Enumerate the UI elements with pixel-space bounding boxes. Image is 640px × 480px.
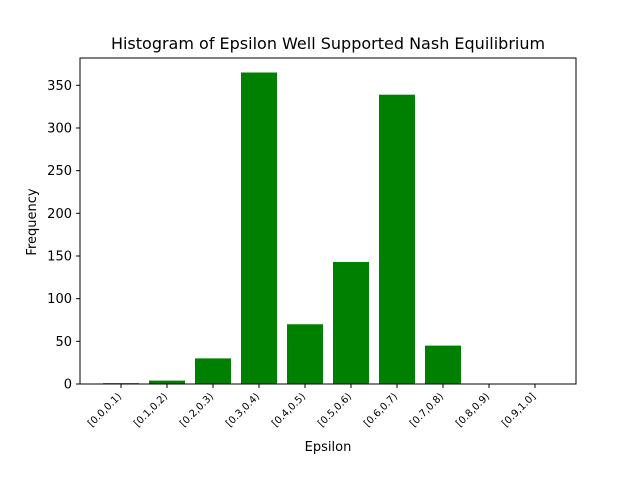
chart-title: Histogram of Epsilon Well Supported Nash… (111, 34, 545, 53)
x-tick-label-5: [0.5,0.6) (316, 391, 354, 429)
bar-1 (149, 380, 185, 384)
bar-7 (425, 345, 461, 384)
x-tick-label-3: [0.3,0.4) (224, 391, 262, 429)
bars-group (103, 72, 461, 385)
y-tick-label-2: 100 (47, 292, 72, 307)
x-tick-label-7: [0.7,0.8) (408, 391, 446, 429)
y-tick-label-6: 300 (47, 121, 72, 136)
y-tick-label-1: 50 (55, 335, 72, 350)
x-axis-label: Epsilon (305, 440, 352, 455)
x-tick-label-8: [0.8,0.9) (454, 391, 492, 429)
plot-frame (79, 57, 577, 385)
x-tick-label-9: [0.9,1.0] (500, 391, 538, 429)
y-tick-label-3: 150 (47, 249, 72, 264)
bar-2 (195, 358, 231, 384)
bar-3 (241, 72, 277, 385)
y-tick-label-7: 350 (47, 79, 72, 94)
y-axis-label: Frequency (25, 188, 40, 255)
x-tick-label-0: [0.0,0.1) (86, 391, 124, 429)
y-tick-label-4: 200 (47, 207, 72, 222)
bar-6 (379, 94, 415, 384)
bar-5 (333, 261, 369, 384)
x-tick-label-4: [0.4,0.5) (270, 391, 308, 429)
y-tick-label-0: 0 (64, 378, 72, 393)
y-tick-label-5: 250 (47, 164, 72, 179)
x-tick-label-6: [0.6,0.7) (362, 391, 400, 429)
bar-4 (287, 324, 323, 384)
y-ticks: 0 50 100 150 200 250 300 350 (47, 79, 80, 393)
x-tick-label-1: [0.1,0.2) (132, 391, 170, 429)
x-tick-label-2: [0.2,0.3) (178, 391, 216, 429)
x-ticks: [0.0,0.1) [0.1,0.2) [0.2,0.3) [0.3,0.4) [0.4… (86, 384, 538, 429)
